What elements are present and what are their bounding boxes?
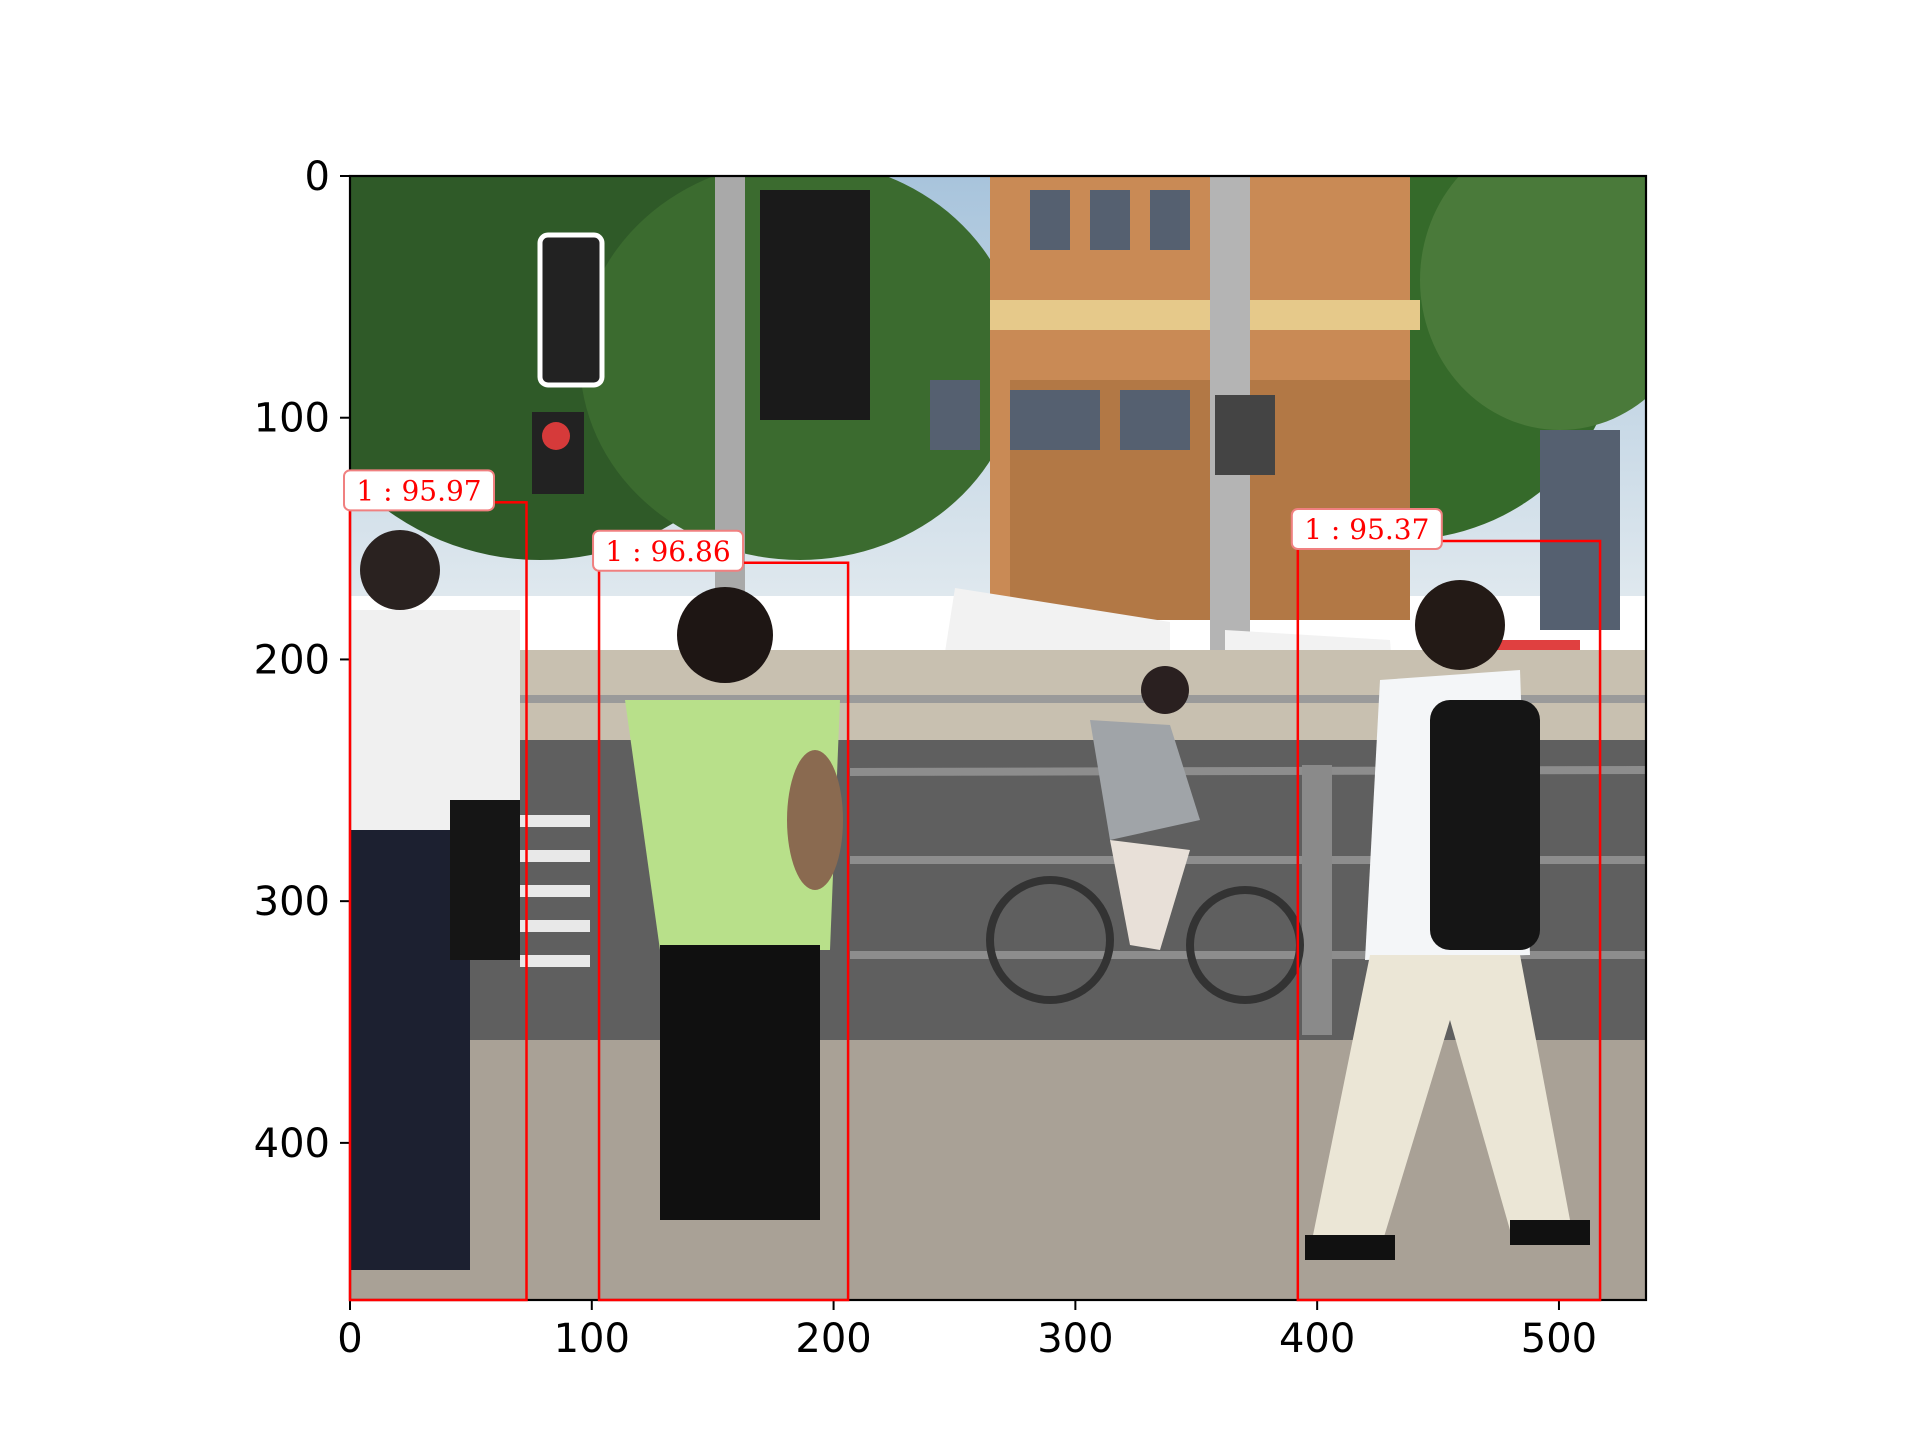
x-axis-ticks: 0 100 200 300 400 500	[337, 1300, 1597, 1362]
y-tick-label: 100	[254, 396, 330, 442]
x-tick-label: 500	[1521, 1316, 1597, 1362]
detection-label: 1 : 95.97	[356, 474, 481, 507]
y-axis-ticks: 0 100 200 300 400	[254, 154, 350, 1167]
pedestrian-middle	[625, 587, 843, 1220]
x-tick-label: 0	[337, 1316, 362, 1362]
detection-label-box	[592, 529, 745, 572]
x-tick-label: 200	[795, 1316, 871, 1362]
detection-label-box	[343, 469, 495, 512]
detection-label: 1 : 96.86	[605, 535, 730, 568]
y-tick-label: 300	[254, 879, 330, 925]
y-tick-label: 200	[254, 637, 330, 683]
x-tick-label: 400	[1279, 1316, 1355, 1362]
pedestrian-right	[1305, 580, 1590, 1260]
detection-label-box	[1290, 507, 1443, 550]
y-tick-label: 400	[254, 1121, 330, 1167]
pedestrian-left	[350, 530, 520, 1270]
y-tick-label: 0	[305, 154, 330, 200]
detection-box	[1296, 539, 1602, 1302]
x-tick-label: 300	[1037, 1316, 1113, 1362]
detection-boxes: 1 : 95.97 1 : 96.86 1 : 95.37	[343, 469, 1602, 1302]
cyclist	[986, 666, 1304, 1004]
x-tick-label: 100	[554, 1316, 630, 1362]
street-photo	[350, 176, 1646, 1300]
detection-label: 1 : 95.37	[1304, 513, 1429, 546]
